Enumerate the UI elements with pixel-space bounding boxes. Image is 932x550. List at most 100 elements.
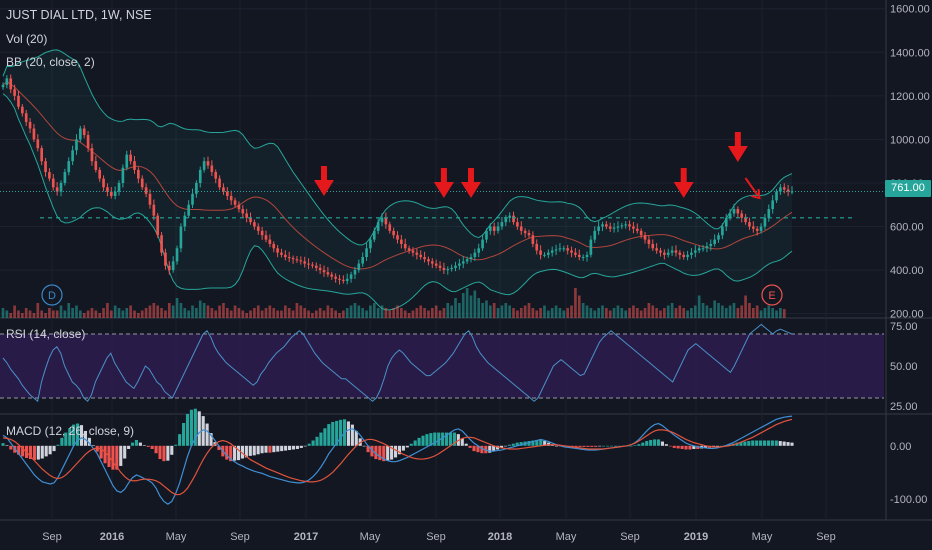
candle-body bbox=[481, 239, 484, 249]
volume-bar bbox=[102, 308, 105, 318]
volume-bar bbox=[175, 298, 179, 318]
volume-bar bbox=[256, 305, 260, 318]
volume-bar bbox=[458, 303, 461, 318]
volume-bar bbox=[419, 305, 423, 318]
volume-bar bbox=[724, 308, 728, 318]
macd-histogram-bar bbox=[704, 445, 708, 448]
volume-bar bbox=[268, 305, 272, 318]
volume-bar bbox=[164, 310, 167, 318]
rsi-tick-label: 25.00 bbox=[890, 401, 918, 413]
candle-body bbox=[86, 135, 90, 149]
candle-body bbox=[601, 224, 604, 227]
candle-body bbox=[632, 226, 635, 229]
volume-bar bbox=[581, 303, 585, 318]
candle-body bbox=[523, 230, 527, 234]
price-pane[interactable] bbox=[1, 49, 794, 318]
candle-body bbox=[411, 250, 415, 253]
macd-histogram-bar bbox=[79, 425, 84, 446]
candle-body bbox=[438, 265, 442, 268]
candle-body bbox=[639, 230, 643, 236]
candle-body bbox=[253, 222, 256, 227]
volume-bar bbox=[550, 308, 554, 318]
volume-bar bbox=[547, 310, 550, 318]
candle-body bbox=[326, 272, 330, 275]
macd-histogram-bar bbox=[315, 436, 319, 446]
macd-histogram-bar bbox=[99, 445, 103, 459]
volume-bar bbox=[403, 310, 407, 318]
candle-body bbox=[79, 128, 82, 140]
rsi-pane[interactable] bbox=[0, 323, 884, 403]
volume-bar bbox=[663, 308, 666, 318]
volume-bar bbox=[388, 310, 392, 318]
candle-body bbox=[330, 274, 334, 277]
volume-bar bbox=[345, 308, 349, 318]
macd-histogram-bar bbox=[40, 445, 44, 459]
candle-body bbox=[156, 215, 160, 236]
volume-bar bbox=[469, 295, 473, 318]
macd-pane[interactable] bbox=[1, 408, 794, 505]
macd-histogram-bar bbox=[472, 445, 476, 452]
volume-bar bbox=[690, 308, 693, 318]
macd-histogram-bar bbox=[762, 440, 767, 446]
candle-body bbox=[635, 228, 639, 231]
volume-bar bbox=[206, 305, 210, 318]
volume-bar bbox=[713, 300, 716, 318]
macd-histogram-bar bbox=[766, 440, 771, 446]
candle-body bbox=[372, 230, 376, 240]
volume-bar bbox=[535, 310, 539, 318]
volume-bar bbox=[63, 310, 67, 318]
macd-tick-label: -100.00 bbox=[890, 494, 927, 506]
macd-histogram-bar bbox=[441, 432, 445, 446]
candle-body bbox=[98, 169, 102, 179]
candle-body bbox=[492, 226, 496, 231]
candle-body bbox=[32, 128, 36, 140]
macd-histogram-bar bbox=[150, 445, 154, 449]
volume-bar bbox=[496, 308, 500, 318]
candle-body bbox=[771, 200, 774, 210]
candle-body bbox=[775, 191, 778, 201]
candle-body bbox=[272, 243, 276, 249]
volume-bar bbox=[728, 305, 732, 318]
candle-body bbox=[295, 259, 299, 261]
volume-bar bbox=[183, 308, 187, 318]
candle-body bbox=[616, 226, 620, 228]
candle-body bbox=[461, 261, 465, 264]
candle-body bbox=[740, 213, 744, 218]
volume-bar bbox=[295, 303, 299, 318]
macd-histogram-bar bbox=[319, 432, 323, 446]
macd-histogram-bar bbox=[252, 445, 256, 456]
macd-histogram-bar bbox=[480, 445, 484, 454]
candle-body bbox=[724, 217, 728, 227]
candle-body bbox=[512, 215, 515, 223]
volume-legend: Vol (20) bbox=[6, 32, 48, 46]
volume-bar bbox=[492, 303, 496, 318]
candle-body bbox=[682, 254, 686, 258]
candle-body bbox=[183, 215, 187, 227]
candle-body bbox=[384, 217, 388, 225]
resistance-arrow-shaft bbox=[680, 168, 687, 184]
earnings-marker-label: E bbox=[768, 290, 775, 302]
candle-body bbox=[500, 222, 504, 227]
rsi-tick-label: 75.00 bbox=[890, 321, 918, 333]
volume-bar bbox=[597, 308, 600, 318]
candle-body bbox=[709, 243, 713, 247]
macd-histogram-bar bbox=[260, 445, 264, 454]
candle-body bbox=[407, 248, 411, 251]
macd-histogram-bar bbox=[684, 445, 688, 450]
volume-bar bbox=[427, 310, 430, 318]
volume-bar bbox=[512, 308, 515, 318]
volume-bar bbox=[554, 305, 558, 318]
candle-body bbox=[40, 148, 44, 162]
volume-bar bbox=[233, 305, 237, 318]
volume-bar bbox=[717, 303, 720, 318]
macd-histogram-bar bbox=[496, 445, 500, 450]
candle-body bbox=[690, 252, 693, 255]
time-tick-label: Sep bbox=[42, 531, 62, 543]
volume-bar bbox=[144, 308, 148, 318]
macd-histogram-bar bbox=[48, 445, 52, 455]
rsi-line bbox=[2, 323, 793, 403]
volume-bar bbox=[608, 310, 612, 318]
volume-bar bbox=[369, 305, 372, 318]
